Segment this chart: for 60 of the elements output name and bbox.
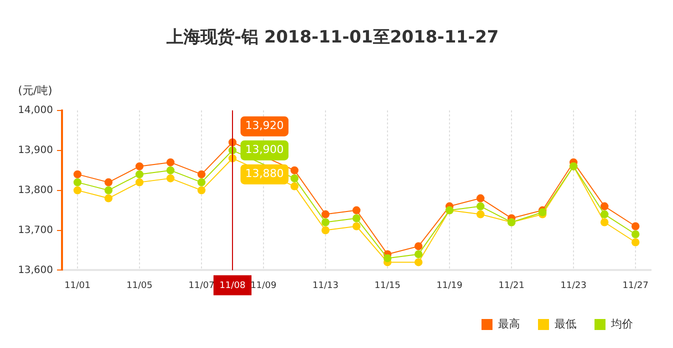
point: [135, 170, 144, 178]
point: [104, 194, 112, 202]
x-tick-label: 11/19: [436, 280, 463, 291]
point: [290, 182, 298, 190]
x-tick-label: 11/09: [250, 280, 277, 291]
legend-label: 最低: [554, 317, 576, 330]
x-tick-label: 11/13: [312, 280, 338, 291]
point: [321, 210, 330, 218]
data-label: 13,900: [245, 143, 284, 156]
point: [135, 178, 144, 186]
point: [197, 186, 206, 194]
point: [352, 206, 360, 214]
point: [476, 210, 484, 218]
point: [414, 250, 422, 258]
point: [135, 162, 144, 170]
x-tick-label: 11/23: [560, 280, 586, 291]
point: [166, 158, 174, 166]
legend-label: 均价: [610, 317, 633, 330]
point: [73, 178, 82, 186]
point: [197, 178, 206, 186]
point: [600, 218, 608, 226]
point: [632, 230, 640, 238]
point: [352, 222, 360, 230]
point: [321, 226, 330, 234]
x-tick-label: 11/01: [64, 280, 90, 291]
point: [104, 186, 112, 194]
y-tick-label: 14,000: [18, 104, 53, 116]
chart-title: 上海现货-铝 2018-11-01至2018-11-27: [165, 28, 499, 48]
point: [383, 254, 392, 262]
y-tick-label: 13,700: [18, 224, 53, 236]
y-tick-label: 13,800: [18, 184, 53, 196]
x-tick-label: 11/08: [220, 280, 246, 291]
point: [476, 194, 484, 202]
point: [632, 222, 640, 230]
point: [73, 186, 82, 194]
point: [321, 218, 330, 226]
point: [290, 174, 298, 182]
point: [104, 178, 112, 186]
y-axis-title: (元/吨): [18, 84, 52, 97]
data-label: 13,920: [245, 119, 284, 132]
y-tick-label: 13,600: [18, 264, 53, 276]
point: [290, 166, 298, 174]
x-tick-label: 11/21: [498, 280, 524, 291]
point: [414, 258, 422, 266]
data-label: 13,880: [245, 167, 284, 180]
point: [476, 202, 484, 210]
point: [600, 202, 608, 210]
legend-label: 最高: [498, 317, 520, 330]
y-tick-label: 13,900: [18, 144, 53, 156]
point: [600, 210, 608, 218]
point: [632, 238, 640, 246]
point: [73, 170, 82, 178]
point: [197, 170, 206, 178]
point: [414, 242, 422, 250]
point: [166, 166, 174, 174]
x-tick-label: 11/15: [374, 280, 400, 291]
point: [352, 214, 360, 222]
x-tick-label: 11/27: [622, 280, 648, 291]
x-tick-label: 11/05: [126, 280, 152, 291]
point: [166, 174, 174, 182]
